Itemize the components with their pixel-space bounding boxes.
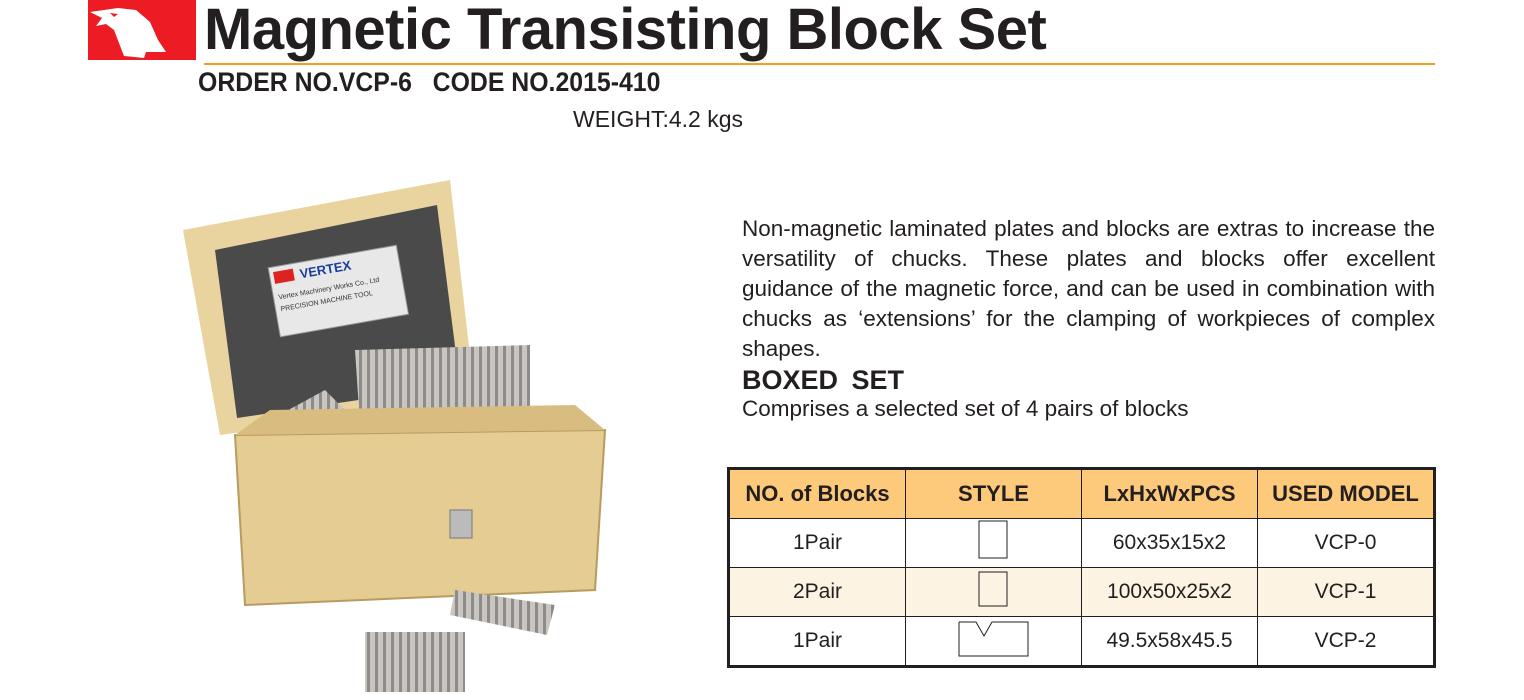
eagle-logo bbox=[88, 0, 196, 60]
product-photo: VERTEX Vertex Machinery Works Co., Ltd P… bbox=[175, 160, 615, 700]
blocks-cell: 1Pair bbox=[728, 616, 906, 667]
blocks-cell: 2Pair bbox=[728, 567, 906, 617]
table-row: 2Pair 100x50x25x2 VCP-1 bbox=[728, 567, 1435, 617]
col-style: STYLE bbox=[905, 468, 1082, 519]
table-row: 1Pair 60x35x15x2 VCP-0 bbox=[728, 518, 1435, 568]
style-rectangle-icon bbox=[905, 567, 1082, 617]
size-cell: 60x35x15x2 bbox=[1081, 518, 1258, 568]
size-cell: 100x50x25x2 bbox=[1081, 567, 1258, 617]
boxed-set-heading: BOXED SET bbox=[742, 365, 905, 395]
boxed-set-text: Comprises a selected set of 4 pairs of b… bbox=[742, 396, 1189, 421]
model-cell: VCP-0 bbox=[1257, 518, 1435, 568]
page-title: Magnetic Transisting Block Set bbox=[204, 0, 1047, 62]
description: Non-magnetic laminated plates and blocks… bbox=[742, 216, 1435, 361]
col-blocks: NO. of Blocks bbox=[728, 468, 906, 519]
weight: WEIGHT:4.2 kgs bbox=[573, 106, 743, 132]
style-v-groove-icon bbox=[905, 616, 1082, 667]
model-cell: VCP-1 bbox=[1257, 567, 1435, 617]
order-code: ORDER NO.VCP-6 CODE NO.2015-410 bbox=[198, 67, 661, 97]
col-size: LxHxWxPCS bbox=[1081, 468, 1258, 519]
title-underline bbox=[204, 63, 1435, 65]
table-header-row: NO. of Blocks STYLE LxHxWxPCS USED MODEL bbox=[728, 468, 1435, 519]
model-cell: VCP-2 bbox=[1257, 616, 1435, 667]
spec-table: NO. of Blocks STYLE LxHxWxPCS USED MODEL… bbox=[727, 467, 1436, 668]
col-model: USED MODEL bbox=[1257, 468, 1435, 519]
size-cell: 49.5x58x45.5 bbox=[1081, 616, 1258, 667]
table-row: 1Pair 49.5x58x45.5 VCP-2 bbox=[728, 616, 1435, 667]
style-tall-rectangle-icon bbox=[905, 518, 1082, 568]
blocks-cell: 1Pair bbox=[728, 518, 906, 568]
